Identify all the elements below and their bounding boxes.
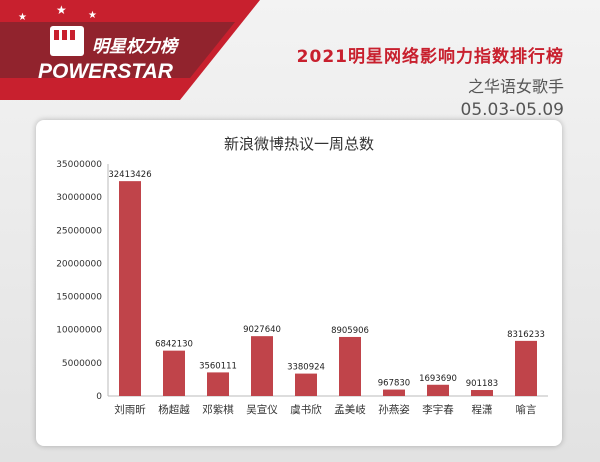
brand-red-banner: [0, 0, 260, 100]
chart-title: 新浪微博热议一周总数: [224, 135, 374, 153]
bar: [295, 373, 317, 396]
bar: [515, 340, 537, 396]
bar: [163, 350, 185, 396]
y-tick-label: 10000000: [56, 326, 102, 336]
bar-value-label: 8316233: [507, 330, 545, 340]
bar-value-label: 32413426: [108, 170, 151, 180]
bar: [207, 372, 229, 396]
bar: [339, 336, 361, 396]
x-category-label: 邓紫棋: [202, 403, 234, 416]
y-tick-label: 30000000: [56, 193, 102, 203]
x-category-label: 杨超越: [158, 403, 190, 416]
x-category-label: 程潇: [472, 403, 493, 416]
y-tick-label: 25000000: [56, 226, 102, 236]
bar-value-label: 901183: [466, 379, 498, 389]
y-tick-label: 5000000: [62, 359, 102, 369]
chart-panel: 新浪微博热议一周总数 0 5000000 10000000 15000000 20000…: [36, 120, 562, 446]
brand-subtitle: POWERSTAR: [38, 60, 174, 83]
headline: 2021明星网络影响力指数排行榜 之华语女歌手 05.03-05.09: [297, 42, 564, 120]
bar: [427, 384, 449, 396]
x-category-label: 吴宣仪: [246, 403, 278, 416]
brand-title: 明星权力榜: [92, 37, 180, 57]
bar: [251, 336, 273, 396]
star-icon: ★: [18, 12, 27, 23]
y-tick-label: 15000000: [56, 293, 102, 303]
y-tick-label: 35000000: [56, 160, 102, 170]
x-axis: 刘雨昕 杨超越 邓紫棋 吴宣仪 虞书欣 孟美岐 孙燕姿 李宇春 程潇 喻言: [108, 395, 548, 416]
bar: [471, 390, 493, 396]
fist-icon: [50, 26, 84, 56]
y-axis: 0 5000000 10000000 15000000 20000000 25000000…: [56, 160, 109, 402]
x-category-label: 李宇春: [422, 403, 454, 416]
y-tick-label: 20000000: [56, 259, 102, 269]
bar-value-label: 6842130: [155, 340, 193, 350]
x-category-label: 虞书欣: [290, 403, 322, 416]
y-tick-label: 0: [96, 392, 102, 402]
brand-logo: ★ ★ ★ 明星权力榜 POWERSTAR: [0, 0, 260, 100]
x-category-label: 刘雨昕: [114, 404, 146, 416]
date-range: 05.03-05.09: [460, 100, 564, 120]
bar: [119, 181, 141, 396]
bar-value-label: 8905906: [331, 326, 369, 336]
page-title: 2021明星网络影响力指数排行榜: [296, 47, 564, 67]
x-category-label: 喻言: [516, 403, 537, 416]
bar-value-label: 9027640: [243, 325, 281, 335]
star-icon: ★: [56, 3, 67, 17]
bar: [383, 389, 405, 396]
bar-value-label: 967830: [378, 379, 410, 389]
bar-value-label: 3380924: [287, 363, 325, 373]
page-subtitle: 之华语女歌手: [467, 77, 564, 96]
x-category-label: 孟美岐: [334, 403, 366, 416]
bars: 32413426 6842130 3560111 9027640 3380924 8905…: [108, 170, 545, 396]
x-category-label: 孙燕姿: [378, 403, 410, 416]
star-icon: ★: [88, 10, 97, 21]
bar-chart: 新浪微博热议一周总数 0 5000000 10000000 15000000 20000…: [56, 135, 548, 416]
bar-value-label: 3560111: [199, 361, 237, 371]
bar-value-label: 1693690: [419, 374, 457, 384]
